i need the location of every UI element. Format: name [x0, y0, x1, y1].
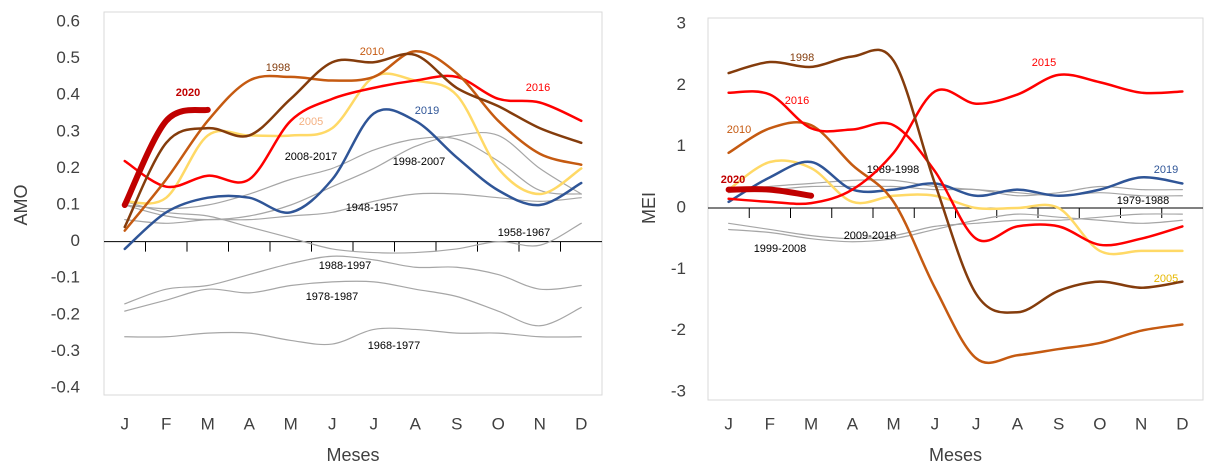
series-label: 1948-1957	[346, 202, 399, 214]
series-line	[727, 48, 1184, 314]
series-label: 1968-1977	[368, 340, 421, 352]
y-tick-label: -1	[671, 259, 686, 278]
series-label: 2010	[360, 46, 384, 58]
series-label: 1998	[266, 62, 290, 74]
plot-frame	[707, 17, 1204, 401]
y-tick-label: 0	[677, 197, 686, 216]
series-label: 1988-1997	[319, 260, 372, 272]
series-label: 1999-2008	[754, 243, 807, 255]
x-tick-label: O	[492, 414, 505, 433]
x-tick-label: N	[1135, 414, 1147, 433]
series-label: 1979-1988	[1117, 195, 1170, 207]
series-line	[124, 255, 582, 305]
y-tick-label: 2	[677, 75, 686, 94]
plot-frame	[103, 11, 603, 396]
x-tick-label: A	[847, 414, 859, 433]
y-tick-label: 0.5	[56, 48, 80, 67]
series-label: 1998	[790, 52, 814, 64]
x-tick-label: S	[451, 414, 462, 433]
y-tick-label: 0.3	[56, 121, 80, 140]
x-tick-label: J	[121, 414, 130, 433]
series-line	[727, 159, 1184, 256]
x-axis-title: Meses	[326, 445, 379, 465]
x-tick-label: J	[972, 414, 981, 433]
y-tick-label: 0	[71, 231, 80, 250]
series-label: 2005	[1154, 273, 1178, 285]
x-tick-label: O	[1093, 414, 1106, 433]
series-line	[123, 52, 583, 229]
x-tick-label: J	[328, 414, 337, 433]
x-axis-title: Meses	[929, 445, 982, 465]
series-line	[123, 108, 583, 251]
y-tick-label: 0.2	[56, 158, 80, 177]
series-label: 1958-1967	[498, 227, 551, 239]
y-tick-label: -0.3	[51, 341, 80, 360]
y-tick-label: 1	[677, 136, 686, 155]
series-label: 1978-1987	[306, 291, 359, 303]
series-label: 2005	[299, 116, 323, 128]
x-tick-label: J	[931, 414, 940, 433]
series-label: 2008-2017	[285, 151, 338, 163]
x-tick-label: D	[575, 414, 587, 433]
x-tick-label: N	[534, 414, 546, 433]
series-label: 2015	[1032, 57, 1056, 69]
x-tick-label: F	[765, 414, 775, 433]
series-label: 2010	[727, 124, 751, 136]
x-tick-label: A	[1012, 414, 1024, 433]
y-axis-title: MEI	[639, 192, 659, 224]
series-label: 2016	[526, 82, 550, 94]
series-label: 2009-2018	[844, 230, 897, 242]
y-tick-label: -3	[671, 381, 686, 400]
x-tick-label: A	[410, 414, 422, 433]
y-tick-label: -0.1	[51, 268, 80, 287]
series-label: 1998-2007	[393, 156, 446, 168]
x-tick-label: A	[244, 414, 256, 433]
x-tick-label: M	[284, 414, 298, 433]
y-axis-title: AMO	[11, 184, 31, 225]
series-line	[124, 327, 582, 346]
x-tick-label: S	[1053, 414, 1064, 433]
series-label: 2020	[176, 87, 200, 99]
series-line	[124, 280, 582, 327]
y-tick-label: 3	[677, 13, 686, 32]
y-tick-label: 0.1	[56, 194, 80, 213]
series-line	[727, 121, 1184, 364]
x-tick-label: M	[804, 414, 818, 433]
y-tick-label: -2	[671, 320, 686, 339]
y-tick-label: -0.4	[51, 377, 80, 396]
series-label: 2020	[721, 174, 745, 186]
series-line	[123, 74, 583, 189]
x-tick-label: J	[724, 414, 733, 433]
y-tick-label: 0.4	[56, 85, 80, 104]
series-line	[124, 200, 582, 254]
x-tick-label: F	[161, 414, 171, 433]
series-line	[727, 73, 1184, 206]
series-line	[725, 186, 815, 199]
series-label: 2019	[1154, 164, 1178, 176]
y-tick-label: -0.2	[51, 304, 80, 323]
series-label: 2019	[415, 105, 439, 117]
x-tick-label: J	[370, 414, 379, 433]
series-line	[123, 50, 583, 232]
series-line	[727, 160, 1184, 204]
series-line	[124, 192, 582, 224]
series-line	[123, 72, 583, 205]
x-tick-label: M	[887, 414, 901, 433]
series-line	[727, 90, 1184, 247]
series-line	[124, 136, 582, 210]
series-line	[728, 213, 1183, 243]
series-line	[121, 106, 211, 208]
series-label: 2016	[785, 95, 809, 107]
x-tick-label: D	[1176, 414, 1188, 433]
y-tick-label: 0.6	[56, 11, 80, 30]
x-tick-label: M	[201, 414, 215, 433]
